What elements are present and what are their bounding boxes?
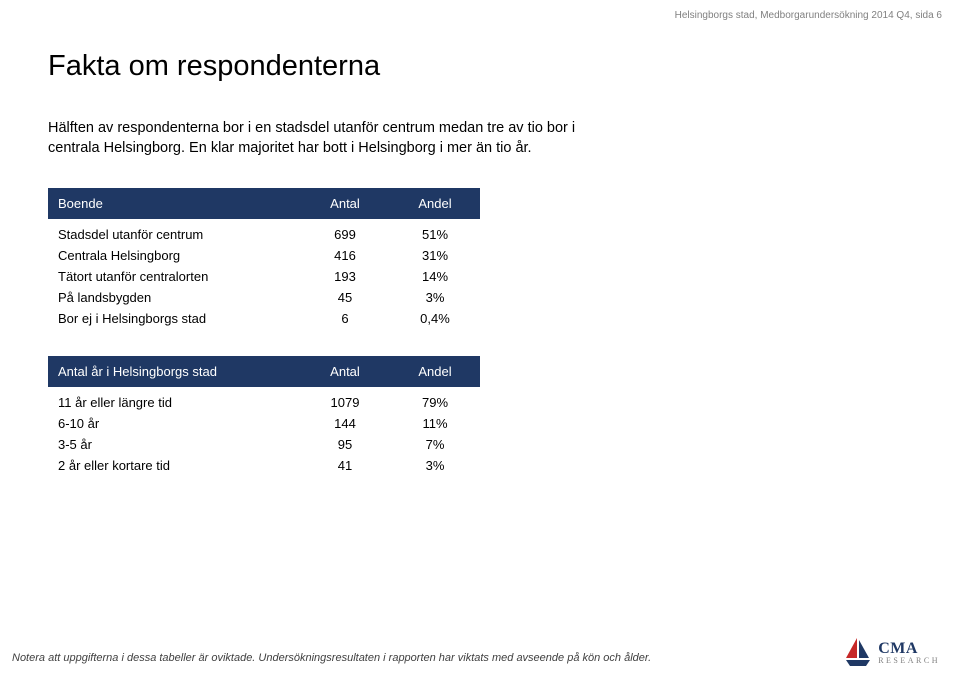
intro-paragraph: Hälften av respondenterna bor i en stads…: [48, 119, 588, 158]
table-row: På landsbygden 45 3%: [48, 287, 480, 308]
logo-sub-text: RESEARCH: [878, 656, 940, 665]
cell-antal: 699: [300, 219, 390, 245]
col-andel: Andel: [390, 188, 480, 219]
cell-antal: 144: [300, 413, 390, 434]
table-row: 2 år eller kortare tid 41 3%: [48, 455, 480, 481]
footer-note: Notera att uppgifterna i dessa tabeller …: [12, 652, 651, 664]
table-row: Stadsdel utanför centrum 699 51%: [48, 219, 480, 245]
cell-label: 3-5 år: [48, 434, 300, 455]
cell-antal: 41: [300, 455, 390, 481]
cma-logo: CMA RESEARCH: [844, 636, 940, 668]
cell-andel: 51%: [390, 219, 480, 245]
col-antal: Antal: [300, 188, 390, 219]
table-row: Bor ej i Helsingborgs stad 6 0,4%: [48, 308, 480, 334]
cell-andel: 3%: [390, 455, 480, 481]
col-andel: Andel: [390, 356, 480, 387]
cell-antal: 1079: [300, 387, 390, 413]
cell-label: Bor ej i Helsingborgs stad: [48, 308, 300, 334]
table-row: 11 år eller längre tid 1079 79%: [48, 387, 480, 413]
cell-andel: 11%: [390, 413, 480, 434]
cell-label: Centrala Helsingborg: [48, 245, 300, 266]
cell-andel: 3%: [390, 287, 480, 308]
cell-andel: 79%: [390, 387, 480, 413]
table-row: Centrala Helsingborg 416 31%: [48, 245, 480, 266]
cell-label: Stadsdel utanför centrum: [48, 219, 300, 245]
col-label: Antal år i Helsingborgs stad: [48, 356, 300, 387]
col-label: Boende: [48, 188, 300, 219]
cell-antal: 6: [300, 308, 390, 334]
cell-label: 2 år eller kortare tid: [48, 455, 300, 481]
sailboat-icon: [844, 636, 872, 668]
table-header-row: Antal år i Helsingborgs stad Antal Andel: [48, 356, 480, 387]
page-content: Fakta om respondenterna Hälften av respo…: [0, 0, 960, 481]
cell-antal: 193: [300, 266, 390, 287]
table-row: Tätort utanför centralorten 193 14%: [48, 266, 480, 287]
col-antal: Antal: [300, 356, 390, 387]
cell-label: 6-10 år: [48, 413, 300, 434]
cell-label: Tätort utanför centralorten: [48, 266, 300, 287]
table-header-row: Boende Antal Andel: [48, 188, 480, 219]
page-title: Fakta om respondenterna: [48, 50, 912, 83]
table-boende: Boende Antal Andel Stadsdel utanför cent…: [48, 188, 480, 334]
cell-label: På landsbygden: [48, 287, 300, 308]
cell-andel: 0,4%: [390, 308, 480, 334]
header-source-line: Helsingborgs stad, Medborgarundersökning…: [675, 10, 942, 21]
logo-text-block: CMA RESEARCH: [878, 640, 940, 665]
table-antal-ar: Antal år i Helsingborgs stad Antal Andel…: [48, 356, 480, 481]
cell-label: 11 år eller längre tid: [48, 387, 300, 413]
table-row: 6-10 år 144 11%: [48, 413, 480, 434]
cell-antal: 95: [300, 434, 390, 455]
table-row: 3-5 år 95 7%: [48, 434, 480, 455]
cell-andel: 31%: [390, 245, 480, 266]
cell-andel: 14%: [390, 266, 480, 287]
cell-antal: 416: [300, 245, 390, 266]
cell-antal: 45: [300, 287, 390, 308]
cell-andel: 7%: [390, 434, 480, 455]
